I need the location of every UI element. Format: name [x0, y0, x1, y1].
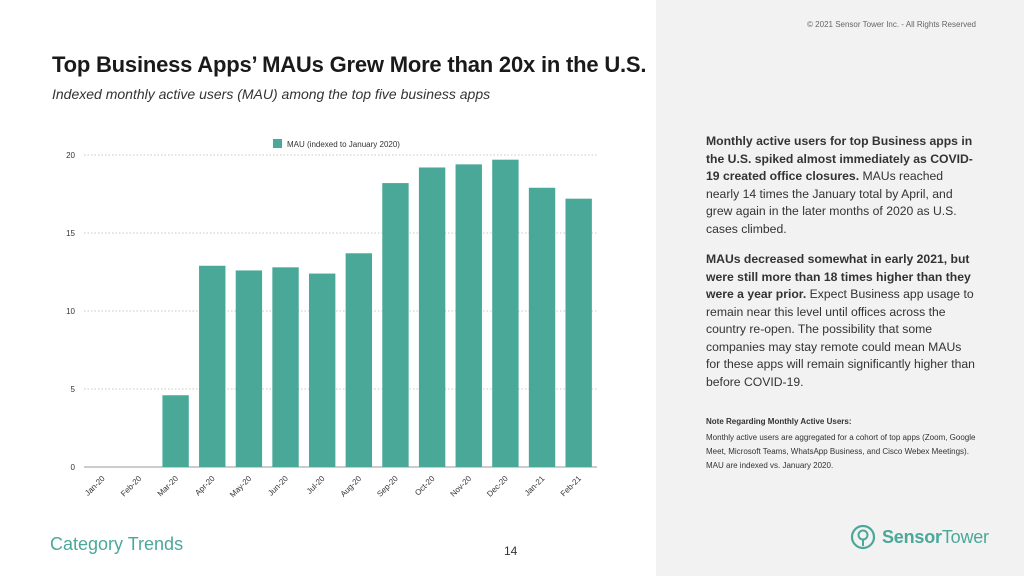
y-tick-label: 10	[66, 307, 75, 316]
legend-label: MAU (indexed to January 2020)	[287, 140, 400, 149]
note-body: Monthly active users are aggregated for …	[706, 433, 976, 470]
y-tick-label: 0	[71, 463, 76, 472]
panel-paragraph-1-bold: Monthly active users for top Business ap…	[706, 134, 973, 183]
note-title: Note Regarding Monthly Active Users:	[706, 417, 852, 426]
x-tick-label: Jul-20	[305, 474, 327, 496]
bar	[272, 267, 299, 467]
x-tick-label: Sep-20	[375, 474, 400, 499]
bar	[235, 270, 263, 467]
legend-swatch	[273, 139, 282, 148]
bar	[199, 265, 226, 467]
bar	[455, 164, 482, 468]
page-number: 14	[504, 544, 518, 558]
logo-word-1: Sensor	[882, 526, 942, 547]
category-label: Category Trends	[50, 534, 184, 554]
right-panel	[656, 0, 1024, 576]
bar-chart: 0 5 10 15 20 Jan-20 Feb-20 Mar-20 Apr-20 May-20 Ju…	[66, 139, 597, 500]
panel-paragraph-2-text: Expect Business app usage to remain near…	[706, 287, 975, 389]
bar	[382, 183, 409, 467]
x-tick-label: Feb-20	[119, 474, 144, 499]
sensor-tower-logo: SensorTower	[850, 524, 989, 550]
x-tick-label: Jan-20	[83, 474, 107, 498]
x-tick-label: Jun-20	[266, 474, 290, 498]
bar	[345, 253, 373, 467]
x-tick-label: Jan-21	[523, 474, 547, 498]
x-tick-label: Apr-20	[193, 474, 217, 498]
bar	[565, 198, 592, 467]
y-tick-label: 15	[66, 229, 75, 238]
bar	[308, 273, 336, 467]
y-tick-label: 5	[71, 385, 76, 394]
bar	[162, 395, 189, 467]
panel-paragraph-2-bold: MAUs decreased somewhat in early 2021, b…	[706, 252, 971, 301]
x-tick-label: Aug-20	[339, 474, 364, 499]
x-tick-label: Nov-20	[449, 474, 474, 499]
bar	[418, 167, 446, 468]
x-tick-label: Feb-21	[559, 474, 584, 499]
sensor-tower-logo-icon	[850, 524, 876, 550]
bar	[492, 159, 519, 467]
x-tick-label: Mar-20	[156, 474, 181, 499]
page-title: Top Business Apps’ MAUs Grew More than 2…	[52, 52, 647, 77]
y-tick-label: 20	[66, 151, 75, 160]
x-tick-label: Oct-20	[413, 474, 437, 498]
panel-paragraph-1: Monthly active users for top Business ap…	[706, 133, 978, 238]
copyright: © 2021 Sensor Tower Inc. - All Rights Re…	[807, 20, 976, 29]
logo-word-2: Tower	[941, 526, 989, 547]
bar	[528, 187, 556, 467]
panel-paragraph-1-text: MAUs reached nearly 14 times the January…	[706, 169, 957, 236]
panel-paragraph-2: MAUs decreased somewhat in early 2021, b…	[706, 251, 978, 391]
x-tick-label: Dec-20	[485, 474, 510, 499]
x-tick-label: May-20	[228, 474, 254, 500]
page-subtitle: Indexed monthly active users (MAU) among…	[52, 86, 491, 102]
